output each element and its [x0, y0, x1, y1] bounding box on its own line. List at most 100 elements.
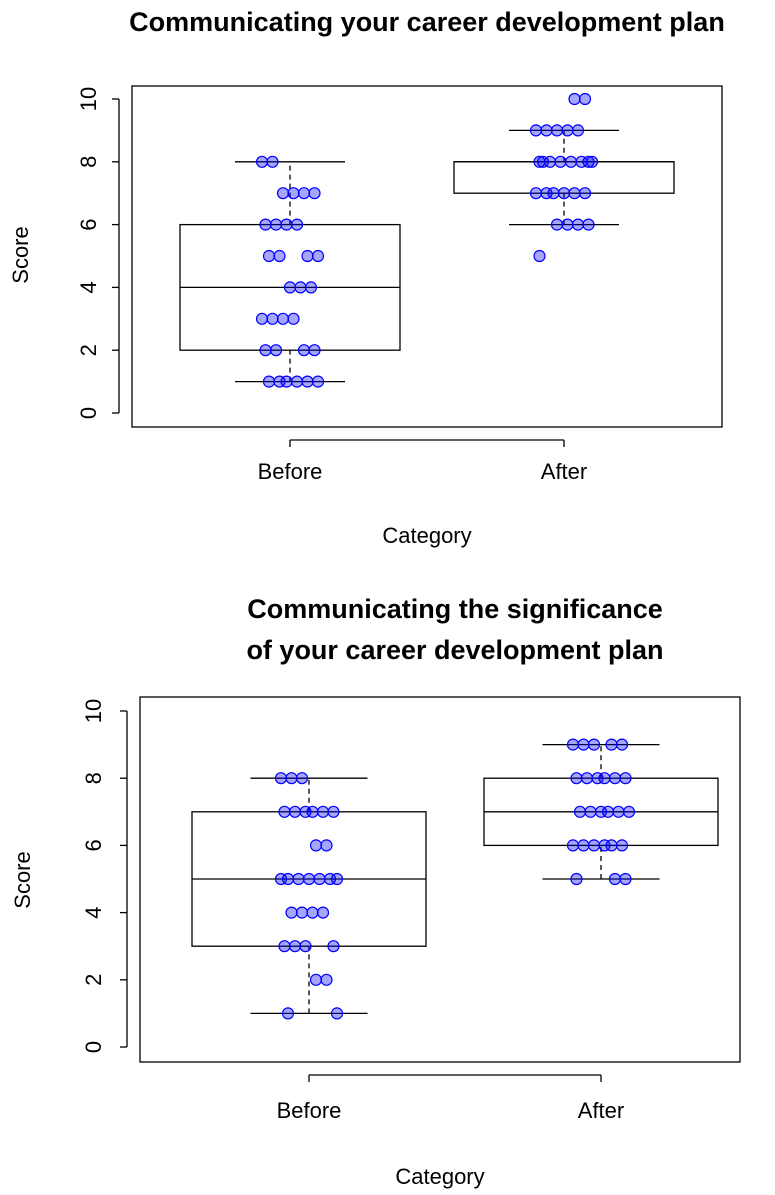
data-point: [575, 155, 588, 168]
data-point: [323, 872, 337, 886]
data-point: [540, 187, 553, 200]
data-point: [540, 124, 553, 137]
data-point: [582, 218, 595, 231]
data-point: [276, 187, 290, 200]
data-point: [273, 249, 286, 263]
data-point: [290, 218, 304, 231]
data-point: [299, 940, 312, 953]
data-point: [622, 805, 636, 818]
data-point: [561, 124, 574, 137]
data-point: [615, 839, 629, 852]
data-point: [585, 155, 599, 168]
data-point: [316, 906, 330, 919]
chart-title: Communicating your career development pl…: [129, 7, 725, 37]
x-axis-label: Category: [382, 523, 471, 548]
data-point: [262, 249, 276, 263]
data-point: [301, 249, 314, 263]
plot-frame: [139, 696, 741, 1063]
y-tick-label: 8: [81, 772, 106, 784]
data-point: [259, 218, 272, 231]
data-point: [299, 805, 312, 818]
y-axis-label: Score: [10, 851, 35, 908]
data-point: [285, 772, 298, 785]
data-point: [564, 155, 578, 168]
data-point: [571, 124, 585, 137]
data-point: [570, 872, 583, 886]
data-point: [573, 805, 587, 818]
data-point: [288, 805, 302, 818]
data-point: [266, 312, 279, 325]
data-point: [278, 805, 291, 818]
data-point: [309, 839, 323, 852]
data-point: [278, 940, 291, 953]
data-point: [615, 738, 629, 751]
y-tick-label: 0: [76, 407, 101, 419]
data-point: [561, 218, 574, 231]
data-point: [327, 940, 340, 953]
data-point: [288, 940, 302, 953]
data-point: [274, 772, 288, 785]
plot-frame: [131, 85, 723, 428]
y-tick-label: 2: [76, 344, 101, 356]
data-point: [297, 344, 311, 357]
data-point: [580, 772, 594, 785]
data-point: [619, 872, 632, 886]
data-point: [568, 92, 581, 106]
y-tick-label: 6: [76, 218, 101, 230]
data-point: [578, 92, 592, 106]
data-point: [566, 738, 580, 751]
data-point: [255, 312, 269, 325]
data-point: [578, 187, 592, 200]
data-point: [327, 805, 340, 818]
data-point: [309, 973, 323, 986]
data-point: [313, 872, 326, 886]
data-point: [297, 187, 311, 200]
data-point: [280, 218, 293, 231]
data-point: [584, 805, 597, 818]
data-point: [320, 839, 333, 852]
y-axis-label: Score: [8, 226, 33, 283]
data-point: [608, 872, 622, 886]
x-tick-label: After: [541, 459, 587, 484]
data-point: [550, 124, 564, 137]
data-point: [269, 218, 283, 231]
data-point: [287, 187, 300, 200]
data-point: [594, 805, 608, 818]
x-tick-label: Before: [277, 1098, 342, 1123]
data-point: [612, 805, 625, 818]
data-point: [577, 839, 590, 852]
data-point: [281, 1007, 295, 1020]
y-tick-label: 4: [81, 906, 106, 918]
data-point: [619, 772, 632, 785]
data-point: [287, 312, 300, 325]
y-tick-label: 6: [81, 839, 106, 851]
data-point: [577, 738, 590, 751]
data-point: [274, 872, 288, 886]
data-point: [308, 187, 321, 200]
y-tick-label: 10: [76, 87, 101, 111]
data-point: [294, 281, 307, 294]
data-point: [566, 839, 580, 852]
data-point: [568, 187, 581, 200]
data-point: [591, 772, 604, 785]
y-tick-label: 2: [81, 974, 106, 986]
data-point: [255, 155, 269, 168]
data-point: [330, 1007, 344, 1020]
data-point: [529, 124, 543, 137]
data-point: [587, 839, 601, 852]
x-axis-label: Category: [395, 1164, 484, 1189]
data-point: [276, 312, 290, 325]
data-point: [259, 344, 272, 357]
data-point: [316, 805, 330, 818]
data-point: [311, 375, 325, 388]
data-point: [533, 249, 546, 263]
data-point: [529, 187, 543, 200]
data-point: [273, 375, 286, 388]
data-point: [308, 344, 321, 357]
data-point: [320, 973, 333, 986]
data-point: [536, 155, 550, 168]
data-point: [285, 906, 298, 919]
data-point: [608, 772, 622, 785]
data-point: [311, 249, 325, 263]
